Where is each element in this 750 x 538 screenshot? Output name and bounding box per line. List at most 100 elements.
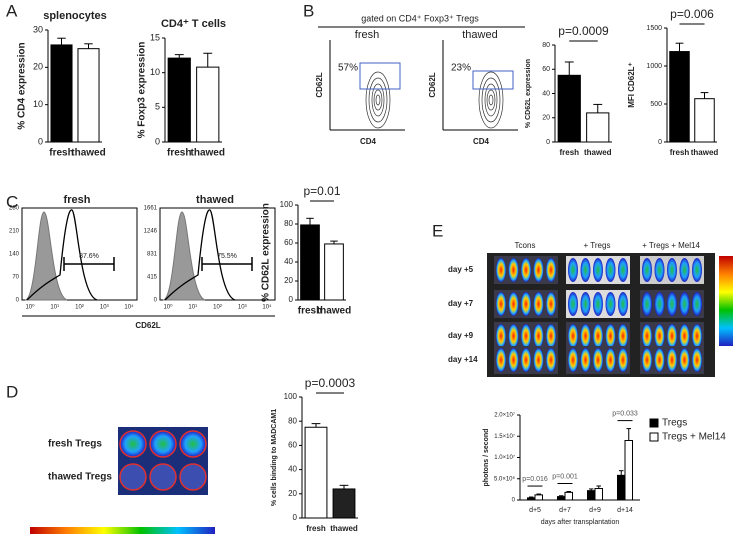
mouse-signal — [568, 324, 578, 348]
mouse-signal — [496, 348, 506, 372]
gate-percent: 57% — [338, 63, 358, 74]
bar — [527, 497, 536, 501]
p-value: p=0.0009 — [558, 24, 609, 38]
mouse-signal — [521, 292, 531, 316]
mouse-signal — [642, 348, 652, 372]
mouse-signal — [667, 292, 677, 316]
legend-label: Tregs — [662, 418, 687, 429]
bar — [557, 74, 581, 143]
y-tick-label: 70 — [12, 275, 19, 281]
y-tick-label: 15 — [150, 32, 160, 42]
mouse-signal — [496, 324, 506, 348]
mouse-signal — [580, 324, 591, 348]
bar — [77, 48, 100, 143]
p-value: p=0.0003 — [305, 376, 356, 390]
bar — [534, 494, 543, 501]
plot-label: thawed — [196, 194, 234, 206]
y-tick-label: 415 — [147, 275, 158, 281]
plot-frame — [21, 207, 138, 301]
y-axis-label: CD62L — [315, 72, 324, 97]
x-tick-label: d+7 — [559, 507, 571, 514]
mouse-signal — [692, 292, 702, 316]
y-tick-label: 30 — [33, 24, 43, 34]
contour — [484, 83, 498, 117]
y-tick-label: 80 — [284, 219, 293, 228]
p-value: p=0.016 — [522, 476, 548, 483]
contour — [375, 94, 381, 106]
mouse-signal — [618, 348, 628, 372]
mouse-signal — [546, 348, 556, 372]
mouse-signal — [654, 292, 665, 316]
contour — [478, 71, 504, 129]
x-tick-label: 10³ — [100, 305, 109, 311]
row-label: thawed Tregs — [48, 472, 112, 483]
plot-label: fresh — [64, 194, 91, 206]
x-tick-label: d+14 — [617, 507, 633, 514]
y-tick-label: 0 — [155, 136, 160, 146]
mouse-signal — [692, 258, 702, 282]
mouse-signal — [508, 292, 519, 316]
bar — [332, 488, 356, 519]
x-tick-label: 10⁴ — [124, 304, 134, 311]
y-tick-label: 1661 — [144, 206, 158, 212]
mouse-signal — [546, 292, 556, 316]
mouse-signal — [580, 348, 591, 372]
y-axis-label: % cells binding to MADCAM1 — [271, 409, 278, 506]
mouse-signal — [546, 324, 556, 348]
contour — [486, 89, 496, 111]
mouse-signal — [546, 258, 556, 282]
bar — [669, 51, 690, 143]
y-tick-label: 0 — [154, 298, 158, 304]
column-label: Tcons — [515, 241, 536, 250]
y-tick-label: 80 — [542, 42, 550, 49]
y-tick-label: 40 — [284, 257, 293, 266]
content: A B C D E 0 10 20 30 % CD4 expression splenocytes f… — [6, 1, 733, 534]
mouse-signal — [605, 324, 616, 348]
well — [179, 430, 207, 458]
legend-label: Tregs + Mel14 — [662, 432, 726, 443]
color-scale — [30, 527, 215, 534]
x-tick-label: 10⁴ — [262, 304, 272, 311]
mouse-signal — [654, 324, 665, 348]
bar — [594, 488, 603, 501]
mouse-signal — [593, 292, 603, 316]
bar — [196, 66, 220, 143]
y-axis-label: % CD62L expression — [261, 203, 272, 302]
mouse-signal — [667, 324, 677, 348]
bar — [50, 44, 73, 143]
bar — [324, 243, 344, 301]
y-tick-label: 1.5×10⁷ — [494, 433, 515, 440]
mouse-signal — [496, 258, 506, 282]
y-tick-label: 1.0×10⁷ — [494, 454, 515, 461]
mouse-signal — [593, 324, 603, 348]
row-label: fresh Tregs — [48, 439, 102, 450]
bar — [586, 112, 610, 143]
y-tick-label: 5 — [155, 102, 160, 112]
p-value: p=0.01 — [303, 184, 340, 198]
bar — [300, 224, 320, 301]
plot-label: fresh — [355, 29, 379, 41]
mouse-signal — [593, 258, 603, 282]
mouse-signal — [679, 292, 690, 316]
well — [119, 463, 147, 491]
bar — [564, 491, 573, 501]
mouse-signal — [654, 258, 665, 282]
y-tick-label: 831 — [147, 252, 158, 258]
x-tick-label: fresh — [670, 148, 690, 157]
color-scale — [719, 256, 733, 346]
x-tick-label: thawed — [191, 148, 225, 159]
y-tick-label: 0 — [38, 136, 43, 146]
mouse-signal — [568, 258, 578, 282]
x-tick-label: fresh — [167, 148, 191, 159]
y-axis-label: MFI CD62L⁺ — [627, 62, 636, 108]
y-tick-label: 40 — [288, 465, 297, 474]
chart-title: CD4⁺ T cells — [161, 18, 226, 30]
contour — [371, 83, 385, 117]
x-tick-label: fresh — [306, 524, 326, 533]
p-value: p=0.033 — [612, 410, 638, 417]
panel-label: D — [6, 382, 18, 401]
well — [149, 463, 177, 491]
panel-label: E — [432, 221, 443, 240]
mouse-signal — [618, 292, 628, 316]
mouse-signal — [508, 258, 519, 282]
